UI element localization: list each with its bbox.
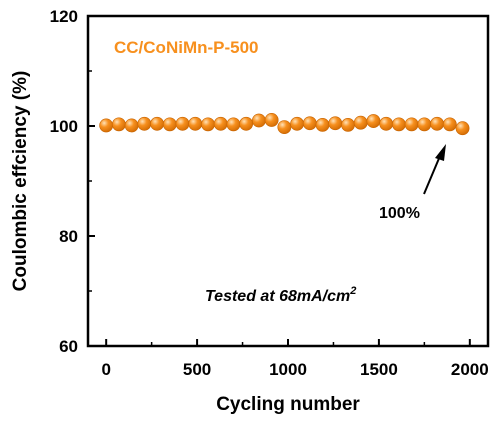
- data-point: [137, 116, 152, 131]
- series-points: [99, 113, 470, 136]
- data-point: [315, 118, 330, 132]
- x-tick-label: 0: [101, 360, 110, 379]
- data-point: [290, 116, 304, 131]
- data-point: [226, 117, 241, 132]
- data-point: [302, 116, 317, 131]
- y-tick-label: 100: [50, 117, 78, 136]
- x-axis-title: Cycling number: [216, 394, 360, 415]
- data-point: [175, 116, 190, 131]
- condition-annotation: Tested at 68mA/cm2: [205, 285, 356, 305]
- data-point: [124, 118, 139, 133]
- data-point: [341, 118, 355, 132]
- y-axis-title: Coulombic effciency (%): [10, 71, 31, 292]
- x-tick-label: 1500: [360, 360, 398, 379]
- y-tick-label: 120: [50, 7, 78, 26]
- data-point: [201, 117, 215, 132]
- annotation-arrow: [423, 144, 446, 195]
- data-point: [112, 117, 126, 132]
- data-point: [404, 117, 419, 132]
- data-point: [150, 116, 164, 131]
- data-point: [455, 121, 470, 136]
- condition-text: Tested at 68mA/cm: [205, 288, 350, 305]
- tick-labels: 0 500 1000 1500 2000 60 80 100 120: [50, 7, 489, 379]
- y-tick-label: 80: [59, 227, 78, 246]
- data-point: [264, 113, 279, 127]
- data-point: [277, 120, 292, 134]
- annotation-label: 100%: [379, 205, 420, 222]
- data-point: [392, 117, 406, 132]
- x-tick-label: 2000: [451, 360, 489, 379]
- x-tick-label: 500: [183, 360, 211, 379]
- data-point: [213, 116, 228, 131]
- condition-superscript: 2: [349, 285, 356, 297]
- data-point: [252, 113, 266, 128]
- data-point: [353, 115, 368, 130]
- data-point: [99, 118, 114, 133]
- data-point: [442, 117, 457, 132]
- data-point: [417, 117, 432, 132]
- data-point: [239, 116, 254, 131]
- x-tick-label: 1000: [269, 360, 307, 379]
- data-point: [366, 114, 381, 128]
- data-point: [328, 116, 343, 131]
- data-point: [379, 116, 394, 131]
- data-point: [162, 117, 177, 132]
- data-point: [188, 116, 203, 131]
- data-point: [430, 116, 444, 131]
- axis-ticks: [88, 15, 471, 347]
- legend-series-label: CC/CoNiMn-P-500: [114, 38, 259, 57]
- y-tick-label: 60: [59, 337, 78, 356]
